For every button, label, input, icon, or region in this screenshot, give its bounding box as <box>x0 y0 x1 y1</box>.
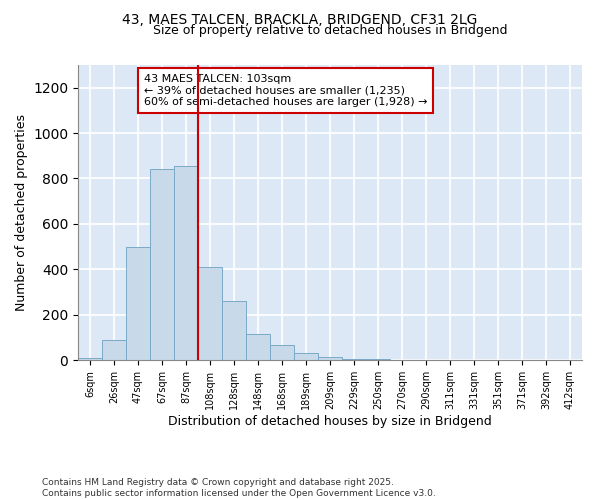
Text: 43, MAES TALCEN, BRACKLA, BRIDGEND, CF31 2LG: 43, MAES TALCEN, BRACKLA, BRIDGEND, CF31… <box>122 12 478 26</box>
Y-axis label: Number of detached properties: Number of detached properties <box>14 114 28 311</box>
Text: 43 MAES TALCEN: 103sqm
← 39% of detached houses are smaller (1,235)
60% of semi-: 43 MAES TALCEN: 103sqm ← 39% of detached… <box>143 74 427 107</box>
Bar <box>270 345 294 360</box>
Bar <box>198 267 222 360</box>
Bar <box>174 166 198 360</box>
Title: Size of property relative to detached houses in Bridgend: Size of property relative to detached ho… <box>153 24 507 38</box>
Bar <box>294 353 318 360</box>
Text: Contains HM Land Registry data © Crown copyright and database right 2025.
Contai: Contains HM Land Registry data © Crown c… <box>42 478 436 498</box>
X-axis label: Distribution of detached houses by size in Bridgend: Distribution of detached houses by size … <box>168 414 492 428</box>
Bar <box>126 246 150 360</box>
Bar <box>318 356 342 360</box>
Bar <box>78 358 102 360</box>
Bar <box>342 359 366 360</box>
Bar <box>366 359 390 360</box>
Bar <box>246 334 270 360</box>
Bar <box>102 340 126 360</box>
Bar <box>150 170 174 360</box>
Bar <box>222 301 246 360</box>
